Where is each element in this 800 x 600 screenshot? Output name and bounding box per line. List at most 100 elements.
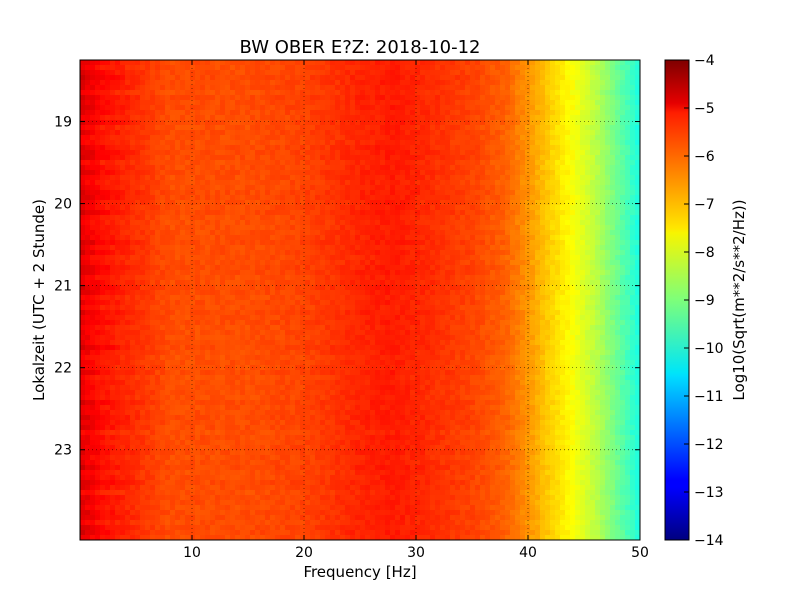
- heatmap-cell: [80, 75, 86, 81]
- heatmap-cell: [395, 70, 401, 76]
- heatmap-cell: [495, 220, 501, 226]
- heatmap-cell: [495, 115, 501, 121]
- heatmap-cell: [365, 220, 371, 226]
- heatmap-cell: [220, 175, 226, 181]
- heatmap-cell: [155, 140, 161, 146]
- heatmap-cell: [415, 195, 421, 201]
- heatmap-cell: [250, 95, 256, 101]
- heatmap-cell: [570, 235, 576, 241]
- heatmap-cell: [260, 195, 266, 201]
- heatmap-cell: [455, 205, 461, 211]
- heatmap-cell: [170, 245, 176, 251]
- heatmap-cell: [580, 145, 586, 151]
- heatmap-cell: [435, 210, 441, 216]
- heatmap-cell: [90, 110, 96, 116]
- heatmap-cell: [375, 265, 381, 271]
- heatmap-cell: [455, 250, 461, 256]
- heatmap-cell: [270, 195, 276, 201]
- heatmap-cell: [230, 85, 236, 91]
- heatmap-cell: [320, 225, 326, 231]
- heatmap-cell: [320, 120, 326, 126]
- heatmap-cell: [185, 185, 191, 191]
- heatmap-cell: [95, 260, 101, 266]
- heatmap-cell: [250, 145, 256, 151]
- heatmap-cell: [170, 270, 176, 276]
- heatmap-cell: [270, 90, 276, 96]
- heatmap-cell: [345, 60, 351, 66]
- heatmap-cell: [265, 120, 271, 126]
- heatmap-cell: [405, 175, 411, 181]
- heatmap-cell: [615, 220, 621, 226]
- heatmap-cell: [410, 125, 416, 131]
- heatmap-cell: [585, 260, 591, 266]
- heatmap-cell: [245, 70, 251, 76]
- heatmap-cell: [450, 75, 456, 81]
- heatmap-cell: [430, 215, 436, 221]
- heatmap-cell: [620, 175, 626, 181]
- heatmap-cell: [135, 140, 141, 146]
- heatmap-cell: [365, 230, 371, 236]
- heatmap-cell: [560, 275, 566, 281]
- heatmap-cell: [405, 130, 411, 136]
- heatmap-cell: [550, 160, 556, 166]
- heatmap-cell: [540, 165, 546, 171]
- heatmap-cell: [340, 245, 346, 251]
- heatmap-cell: [135, 165, 141, 171]
- heatmap-cell: [600, 135, 606, 141]
- heatmap-cell: [415, 215, 421, 221]
- heatmap-cell: [570, 155, 576, 161]
- heatmap-cell: [90, 85, 96, 91]
- heatmap-cell: [570, 160, 576, 166]
- heatmap-cell: [520, 100, 526, 106]
- heatmap-cell: [530, 70, 536, 76]
- heatmap-cell: [190, 225, 196, 231]
- heatmap-cell: [320, 140, 326, 146]
- heatmap-cell: [635, 140, 640, 146]
- heatmap-cell: [180, 155, 186, 161]
- heatmap-cell: [350, 80, 356, 86]
- heatmap-cell: [345, 195, 351, 201]
- heatmap-cell: [270, 100, 276, 106]
- heatmap-cell: [540, 65, 546, 71]
- heatmap-cell: [610, 160, 616, 166]
- heatmap-cell: [355, 210, 361, 216]
- heatmap-cell: [185, 75, 191, 81]
- heatmap-cell: [450, 85, 456, 91]
- heatmap-cell: [225, 95, 231, 101]
- heatmap-cell: [455, 175, 461, 181]
- heatmap-cell: [170, 260, 176, 266]
- heatmap-cell: [300, 275, 306, 281]
- heatmap-cell: [530, 275, 536, 281]
- heatmap-cell: [285, 275, 291, 281]
- heatmap-cell: [165, 130, 171, 136]
- heatmap-cell: [325, 280, 331, 286]
- heatmap-cell: [415, 90, 421, 96]
- heatmap-cell: [85, 60, 91, 66]
- heatmap-cell: [265, 265, 271, 271]
- heatmap-cell: [325, 270, 331, 276]
- heatmap-cell: [230, 155, 236, 161]
- heatmap-cell: [225, 230, 231, 236]
- heatmap-cell: [375, 110, 381, 116]
- heatmap-cell: [625, 145, 631, 151]
- heatmap-cell: [100, 140, 106, 146]
- heatmap-cell: [315, 95, 321, 101]
- heatmap-cell: [440, 160, 446, 166]
- heatmap-cell: [460, 230, 466, 236]
- heatmap-cell: [420, 270, 426, 276]
- heatmap-cell: [280, 70, 286, 76]
- heatmap-cell: [565, 195, 571, 201]
- heatmap-cell: [230, 230, 236, 236]
- heatmap-cell: [580, 215, 586, 221]
- heatmap-cell: [560, 210, 566, 216]
- heatmap-cell: [500, 115, 506, 121]
- heatmap-cell: [145, 230, 151, 236]
- heatmap-cell: [350, 220, 356, 226]
- heatmap-cell: [485, 220, 491, 226]
- heatmap-cell: [240, 140, 246, 146]
- heatmap-cell: [560, 180, 566, 186]
- heatmap-cell: [525, 275, 531, 281]
- heatmap-cell: [155, 195, 161, 201]
- heatmap-cell: [615, 225, 621, 231]
- heatmap-cell: [280, 130, 286, 136]
